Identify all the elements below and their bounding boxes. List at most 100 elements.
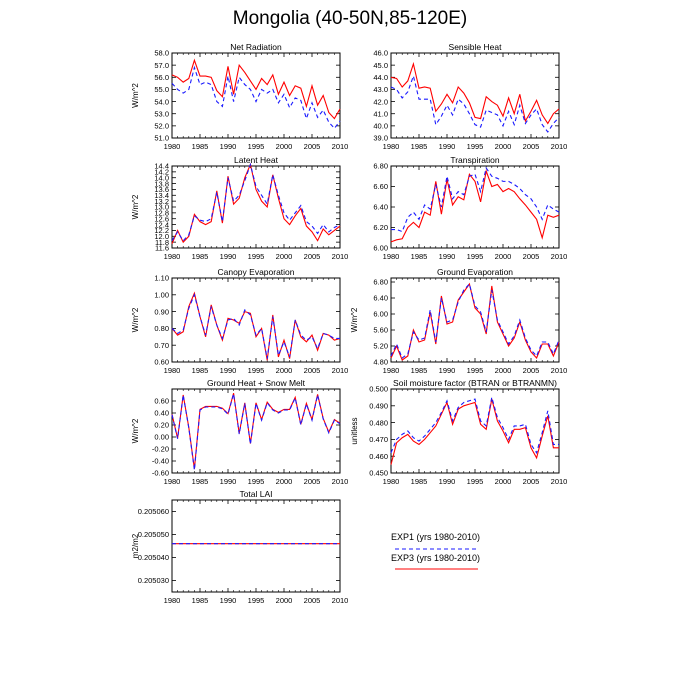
y-axis-label: W/m^2 xyxy=(131,194,140,219)
y-tick-label: 6.00 xyxy=(373,310,388,319)
y-tick-label: 58.0 xyxy=(154,49,169,58)
plot-frame xyxy=(390,165,560,249)
panel-title: Canopy Evaporation xyxy=(217,267,294,277)
x-tick-label: 1990 xyxy=(220,366,237,375)
x-tick-label: 2010 xyxy=(332,366,349,375)
x-tick-label: 1990 xyxy=(439,142,456,151)
x-tick-label: 2010 xyxy=(551,366,568,375)
y-tick-label: 14.4 xyxy=(154,162,169,171)
x-tick-label: 2005 xyxy=(304,142,321,151)
x-tick-label: 2000 xyxy=(276,477,293,486)
x-tick-label: 2005 xyxy=(523,142,540,151)
x-tick-label: 1995 xyxy=(467,366,484,375)
x-tick-label: 1980 xyxy=(164,366,181,375)
y-tick-label: 46.0 xyxy=(373,49,388,58)
exp1-series-line xyxy=(390,74,560,133)
plot-frame xyxy=(390,52,560,139)
y-tick-label: 6.40 xyxy=(373,294,388,303)
plot-frame xyxy=(390,388,560,474)
exp1-series-line xyxy=(390,397,559,455)
y-tick-label: 0.205050 xyxy=(138,530,169,539)
x-tick-label: 2005 xyxy=(304,252,321,261)
y-tick-label: 0.205040 xyxy=(138,553,169,562)
x-tick-label: 2005 xyxy=(304,366,321,375)
x-tick-label: 2000 xyxy=(495,142,512,151)
x-tick-label: 2000 xyxy=(276,142,293,151)
panel-ground-heat-snow-melt: Ground Heat + Snow Melt W/m^2 1980 1985 1990… xyxy=(131,378,348,486)
x-tick-label: 1990 xyxy=(439,477,456,486)
x-tick-label: 1985 xyxy=(411,366,428,375)
y-tick-label: 13.4 xyxy=(154,191,169,200)
x-tick-label: 1980 xyxy=(383,252,400,261)
x-tick-label: 1980 xyxy=(164,142,181,151)
x-tick-label: 2000 xyxy=(276,596,293,605)
exp1-series-line xyxy=(171,65,341,130)
y-tick-label: 0.20 xyxy=(154,421,169,430)
y-tick-label: 11.6 xyxy=(155,244,169,253)
x-tick-label: 1995 xyxy=(248,596,265,605)
panel-title: Ground Evaporation xyxy=(437,267,513,277)
exp3-series-line xyxy=(171,162,341,244)
y-tick-label: 6.20 xyxy=(373,223,388,232)
exp3-series-line xyxy=(171,291,341,361)
x-tick-label: 1985 xyxy=(192,142,209,151)
panel-title: Soil moisture factor (BTRAN or BTRANMN) xyxy=(393,378,557,388)
exp3-series-line xyxy=(171,58,341,120)
y-tick-label: 5.20 xyxy=(373,342,388,351)
y-tick-label: -0.40 xyxy=(152,457,169,466)
panel-soil-moisture-factor: Soil moisture factor (BTRAN or BTRANMN) u… xyxy=(350,378,567,486)
exp3-series-line xyxy=(390,282,560,361)
exp1-series-line xyxy=(391,166,560,233)
x-tick-label: 1995 xyxy=(467,477,484,486)
x-tick-label: 2010 xyxy=(551,477,568,486)
x-tick-label: 1995 xyxy=(248,142,265,151)
y-tick-label: 0.60 xyxy=(154,358,169,367)
x-tick-label: 1980 xyxy=(383,142,400,151)
x-tick-label: 2000 xyxy=(495,366,512,375)
y-tick-label: 45.0 xyxy=(373,61,388,70)
panel-latent-heat: Latent Heat W/m^2 1980 1985 1990 1995 2000 2005… xyxy=(131,155,348,261)
x-tick-label: 2000 xyxy=(276,366,293,375)
y-tick-label: 44.0 xyxy=(373,73,388,82)
x-tick-label: 2010 xyxy=(332,477,349,486)
x-tick-label: 2005 xyxy=(523,477,540,486)
y-tick-label: 0.480 xyxy=(369,418,388,427)
x-tick-label: 1985 xyxy=(411,142,428,151)
panel-transpiration: Transpiration 1980 1985 1990 1995 2000 2005 201… xyxy=(373,155,567,261)
x-tick-label: 1990 xyxy=(220,252,237,261)
y-tick-label: 56.0 xyxy=(154,73,169,82)
panel-title: Transpiration xyxy=(450,155,500,165)
y-tick-label: 0.490 xyxy=(369,402,388,411)
x-tick-label: 1990 xyxy=(220,142,237,151)
legend-exp1-label: EXP1 (yrs 1980-2010) xyxy=(391,532,480,542)
y-tick-label: 0.90 xyxy=(154,307,169,316)
panel-title: Sensible Heat xyxy=(449,42,503,52)
exp1-series-line xyxy=(390,282,560,359)
y-tick-label: 13.2 xyxy=(154,197,169,206)
exp1-series-line xyxy=(171,393,341,471)
exp3-series-line xyxy=(390,398,559,465)
y-tick-label: 0.205060 xyxy=(138,507,169,516)
y-tick-label: 12.4 xyxy=(154,220,169,229)
y-tick-label: 6.40 xyxy=(373,203,388,212)
y-tick-label: 12.0 xyxy=(154,232,169,241)
x-tick-label: 1980 xyxy=(164,596,181,605)
x-tick-label: 1995 xyxy=(248,477,265,486)
x-tick-label: 2005 xyxy=(523,366,540,375)
y-tick-label: 57.0 xyxy=(154,61,169,70)
y-tick-label: 5.60 xyxy=(373,326,388,335)
y-tick-label: 13.0 xyxy=(154,203,169,212)
exp3-series-line xyxy=(171,393,341,469)
y-tick-label: 0.500 xyxy=(369,385,388,394)
y-tick-label: 14.0 xyxy=(154,173,169,182)
x-tick-label: 1980 xyxy=(383,366,400,375)
exp3-series-line xyxy=(390,169,560,243)
y-tick-label: -0.20 xyxy=(152,445,169,454)
y-tick-label: 0.40 xyxy=(154,409,169,418)
plot-frame xyxy=(171,388,341,474)
x-tick-label: 1985 xyxy=(192,252,209,261)
legend-exp3-label: EXP3 (yrs 1980-2010) xyxy=(391,553,480,563)
panel-title: Ground Heat + Snow Melt xyxy=(207,378,306,388)
x-tick-label: 1995 xyxy=(248,252,265,261)
